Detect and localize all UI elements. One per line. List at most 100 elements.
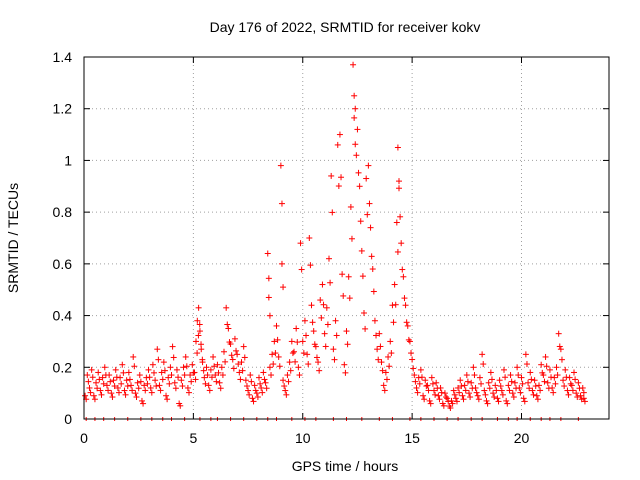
data-point-marker	[580, 389, 587, 396]
plot-frame	[83, 56, 610, 420]
data-point-marker	[441, 390, 448, 397]
data-point-marker	[253, 390, 260, 397]
data-point-marker	[192, 376, 199, 383]
data-point-marker	[487, 369, 494, 376]
data-point-marker	[473, 389, 480, 396]
data-point-marker	[380, 382, 387, 389]
data-point-marker	[525, 379, 532, 386]
data-point-marker	[556, 343, 563, 350]
data-point-marker	[354, 126, 361, 133]
data-point-marker	[294, 339, 301, 346]
data-point-marker	[467, 394, 474, 401]
data-point-marker	[322, 343, 329, 350]
data-point-marker	[461, 382, 468, 389]
data-point-marker	[110, 377, 117, 384]
data-point-marker	[531, 377, 538, 384]
data-point-marker	[317, 297, 324, 304]
data-point-marker	[288, 338, 295, 345]
data-point-marker	[396, 185, 402, 192]
data-point-marker	[455, 384, 462, 391]
y-tick-label: 1.4	[53, 49, 73, 65]
data-point-marker	[370, 288, 377, 295]
data-point-marker	[577, 392, 584, 399]
data-point-marker	[546, 366, 553, 373]
data-point-marker	[134, 379, 141, 386]
data-point-marker	[203, 364, 210, 371]
data-point-marker	[221, 348, 227, 355]
data-point-marker	[401, 295, 408, 302]
data-point-marker	[321, 330, 328, 337]
data-point-marker	[422, 377, 429, 384]
data-point-marker	[195, 304, 202, 311]
data-point-marker	[506, 387, 513, 394]
data-point-marker	[435, 392, 442, 399]
data-point-marker	[236, 369, 243, 376]
data-point-marker	[266, 364, 273, 371]
data-point-marker	[558, 356, 565, 363]
data-point-marker	[263, 385, 270, 392]
data-point-marker	[275, 353, 282, 360]
data-point-marker	[163, 392, 170, 399]
data-point-marker	[271, 338, 278, 345]
data-point-marker	[177, 402, 184, 409]
data-point-marker	[157, 387, 164, 394]
data-point-marker	[165, 374, 172, 381]
data-point-marker	[100, 380, 107, 387]
y-tick-label: 0.4	[53, 308, 73, 324]
data-point-marker	[427, 400, 434, 407]
data-point-marker	[304, 351, 311, 358]
data-point-marker	[451, 391, 458, 398]
data-point-marker	[391, 281, 398, 288]
data-point-marker	[213, 378, 220, 385]
data-point-marker	[474, 392, 481, 399]
data-point-marker	[468, 379, 475, 386]
data-point-marker	[156, 382, 163, 389]
data-point-marker	[368, 253, 375, 260]
data-point-marker	[85, 378, 92, 385]
data-point-marker	[198, 346, 205, 353]
data-point-marker	[463, 372, 470, 379]
data-point-marker	[382, 369, 389, 376]
data-point-marker	[210, 353, 217, 360]
data-point-marker	[324, 321, 331, 328]
data-point-marker	[103, 382, 110, 389]
data-point-marker	[171, 379, 178, 386]
data-point-marker	[222, 358, 229, 365]
data-point-marker	[569, 387, 576, 394]
data-point-marker	[394, 248, 401, 255]
data-point-marker	[136, 372, 143, 379]
data-point-marker	[379, 367, 386, 374]
data-point-marker	[420, 392, 427, 399]
data-point-marker	[293, 325, 300, 332]
data-point-marker	[202, 380, 209, 387]
data-point-marker	[251, 382, 258, 389]
data-point-marker	[550, 389, 557, 396]
data-point-marker	[98, 391, 105, 398]
data-point-marker	[526, 385, 533, 392]
data-point-marker	[373, 332, 380, 339]
data-point-marker	[208, 374, 215, 381]
data-point-marker	[154, 346, 161, 353]
data-point-marker	[201, 374, 208, 381]
data-point-marker	[280, 377, 287, 384]
data-point-marker	[116, 389, 122, 396]
data-point-marker	[153, 383, 160, 390]
data-point-marker	[497, 383, 504, 390]
data-point-marker	[418, 374, 425, 381]
data-point-marker	[521, 398, 528, 405]
data-point-marker	[141, 382, 148, 389]
data-point-marker	[351, 114, 358, 121]
data-point-marker	[482, 391, 489, 398]
data-point-marker	[356, 183, 363, 190]
data-point-marker	[265, 294, 272, 301]
data-point-marker	[479, 351, 486, 358]
data-point-marker	[390, 319, 397, 326]
data-point-marker	[553, 364, 560, 371]
data-point-marker	[214, 361, 221, 368]
data-point-marker	[182, 353, 189, 360]
data-point-marker	[411, 372, 418, 379]
y-tick-labels: 0 0.2 0.4 0.6 0.8 1 1.2 1.4	[53, 49, 73, 427]
data-point-marker	[503, 397, 510, 404]
data-point-marker	[169, 343, 176, 350]
data-point-marker	[538, 361, 545, 368]
